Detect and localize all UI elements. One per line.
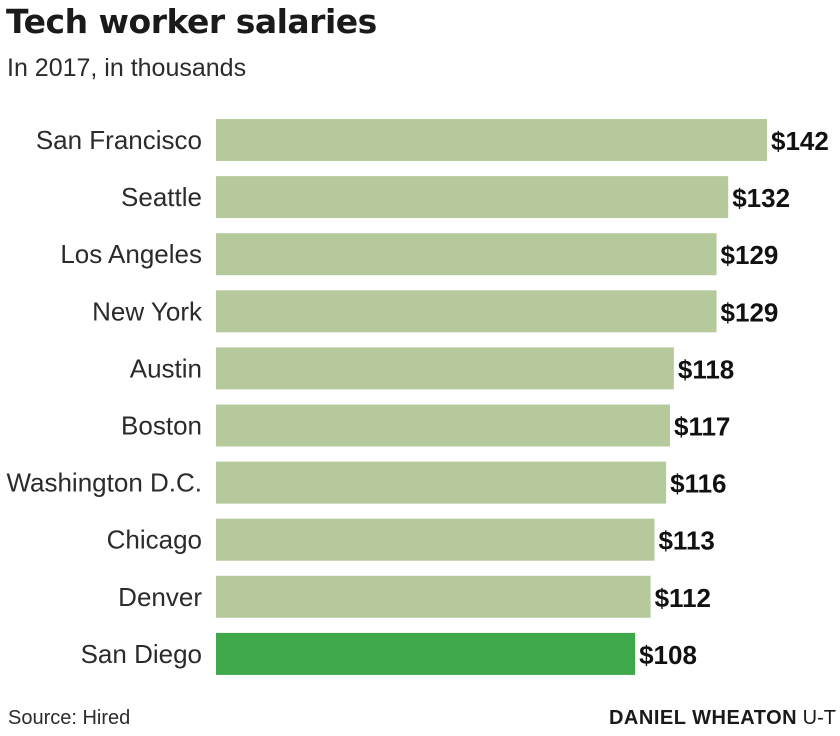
category-label-austin: Austin [130, 353, 202, 383]
source-note: Source: Hired [8, 707, 131, 729]
bar-austin [216, 347, 674, 390]
value-label-san-francisco: $142 [771, 126, 829, 156]
value-label-boston: $117 [674, 412, 730, 442]
credit-org: U-T [802, 707, 836, 729]
value-label-chicago: $113 [658, 526, 714, 556]
chart-subtitle: In 2017, in thousands [7, 54, 247, 82]
value-label-denver: $112 [655, 583, 711, 613]
value-label-san-diego: $108 [639, 640, 697, 670]
bar-washington-d-c [216, 461, 667, 504]
value-label-austin: $118 [678, 354, 734, 384]
bar-san-diego [216, 632, 636, 675]
bar-denver [216, 575, 651, 618]
credit-name: DANIEL WHEATON [608, 707, 798, 729]
chart-title: Tech worker salaries [6, 2, 377, 41]
bar-seattle [216, 176, 729, 219]
value-label-seattle: $132 [732, 183, 790, 213]
category-label-new-york: New York [92, 296, 203, 326]
category-label-san-diego: San Diego [81, 639, 202, 669]
category-label-los-angeles: Los Angeles [60, 239, 202, 269]
value-label-washington-d-c: $116 [670, 469, 726, 499]
category-label-san-francisco: San Francisco [36, 125, 202, 155]
category-label-washington-d-c: Washington D.C. [6, 468, 202, 498]
bar-chicago [216, 518, 655, 561]
category-label-chicago: Chicago [107, 525, 202, 555]
bar-los-angeles [216, 233, 717, 276]
bar-new-york [216, 290, 717, 333]
category-label-seattle: Seattle [121, 182, 202, 212]
value-label-los-angeles: $129 [721, 240, 779, 270]
category-label-boston: Boston [121, 411, 202, 441]
bar-boston [216, 404, 670, 447]
bar-chart: San Francisco $142 Seattle $132 Los Angeles $… [6, 119, 829, 675]
bar-san-francisco [216, 119, 767, 161]
category-label-denver: Denver [118, 582, 202, 612]
value-label-new-york: $129 [721, 297, 779, 327]
credit-line: DANIEL WHEATON U-T [609, 707, 836, 730]
